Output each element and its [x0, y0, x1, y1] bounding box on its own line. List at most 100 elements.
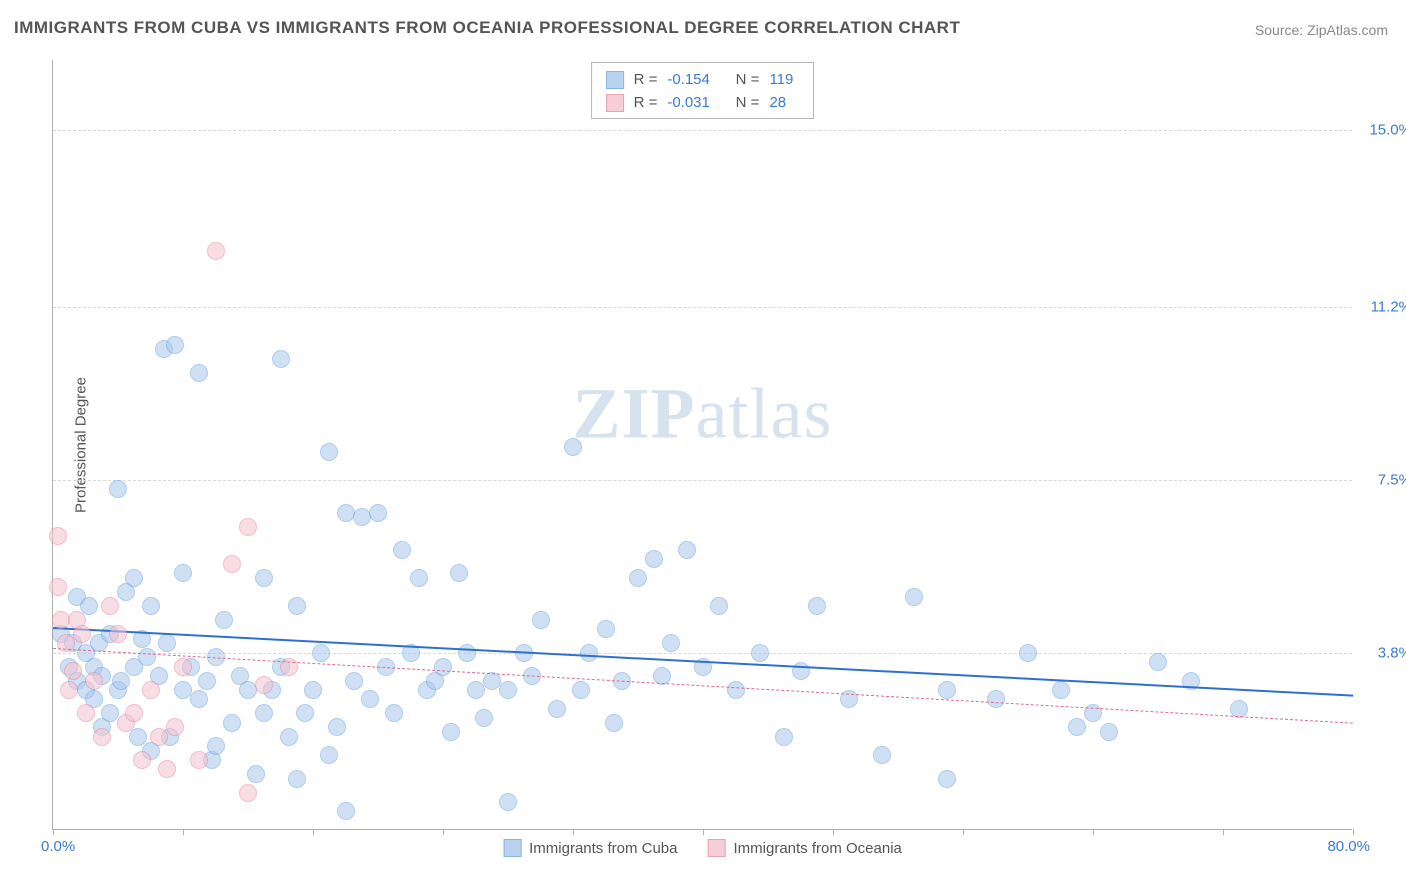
bottom-legend: Immigrants from CubaImmigrants from Ocea…: [503, 839, 902, 857]
data-point-cuba: [467, 681, 485, 699]
data-point-cuba: [597, 620, 615, 638]
data-point-cuba: [272, 350, 290, 368]
data-point-oceania: [101, 597, 119, 615]
y-tick-label: 11.2%: [1357, 299, 1406, 316]
data-point-cuba: [564, 438, 582, 456]
y-axis-title: Professional Degree: [72, 377, 89, 513]
data-point-oceania: [133, 751, 151, 769]
data-point-cuba: [434, 658, 452, 676]
data-point-cuba: [174, 564, 192, 582]
data-point-oceania: [255, 676, 273, 694]
r-value: -0.031: [667, 92, 717, 115]
n-value: 28: [769, 92, 799, 115]
data-point-cuba: [645, 550, 663, 568]
data-point-cuba: [328, 718, 346, 736]
data-point-cuba: [190, 690, 208, 708]
data-point-cuba: [288, 597, 306, 615]
data-point-oceania: [223, 555, 241, 573]
legend-label: Immigrants from Cuba: [529, 840, 677, 857]
data-point-cuba: [442, 723, 460, 741]
data-point-oceania: [49, 578, 67, 596]
data-point-cuba: [532, 611, 550, 629]
x-tick: [443, 829, 444, 835]
data-point-cuba: [255, 704, 273, 722]
data-point-cuba: [223, 714, 241, 732]
data-point-cuba: [905, 588, 923, 606]
data-point-cuba: [1068, 718, 1086, 736]
data-point-cuba: [215, 611, 233, 629]
data-point-cuba: [337, 802, 355, 820]
data-point-cuba: [393, 541, 411, 559]
gridline: [53, 480, 1352, 481]
x-tick: [1223, 829, 1224, 835]
data-point-cuba: [369, 504, 387, 522]
data-point-oceania: [239, 518, 257, 536]
data-point-cuba: [475, 709, 493, 727]
data-point-cuba: [1052, 681, 1070, 699]
data-point-cuba: [207, 737, 225, 755]
stats-legend-box: R =-0.154 N =119R =-0.031 N =28: [591, 62, 815, 119]
data-point-cuba: [572, 681, 590, 699]
data-point-oceania: [64, 662, 82, 680]
y-tick-label: 7.5%: [1357, 472, 1406, 489]
data-point-cuba: [112, 672, 130, 690]
data-point-oceania: [125, 704, 143, 722]
data-point-cuba: [337, 504, 355, 522]
legend-swatch-oceania: [707, 839, 725, 857]
x-tick: [833, 829, 834, 835]
data-point-cuba: [174, 681, 192, 699]
legend-item-cuba: Immigrants from Cuba: [503, 839, 677, 857]
watermark-zip: ZIP: [573, 373, 696, 453]
data-point-cuba: [247, 765, 265, 783]
data-point-cuba: [312, 644, 330, 662]
data-point-oceania: [49, 527, 67, 545]
data-point-cuba: [109, 480, 127, 498]
data-point-cuba: [1019, 644, 1037, 662]
data-point-oceania: [150, 728, 168, 746]
data-point-cuba: [125, 569, 143, 587]
x-tick: [1093, 829, 1094, 835]
n-label: N =: [727, 92, 759, 115]
data-point-oceania: [166, 718, 184, 736]
data-point-cuba: [345, 672, 363, 690]
swatch-oceania: [606, 94, 624, 112]
data-point-cuba: [1100, 723, 1118, 741]
data-point-cuba: [166, 336, 184, 354]
r-label: R =: [634, 92, 658, 115]
source-attribution: Source: ZipAtlas.com: [1255, 22, 1388, 38]
data-point-cuba: [499, 681, 517, 699]
data-point-cuba: [873, 746, 891, 764]
stats-row-oceania: R = -0.031 N = 28: [606, 92, 800, 115]
data-point-cuba: [938, 681, 956, 699]
data-point-oceania: [190, 751, 208, 769]
data-point-cuba: [361, 690, 379, 708]
data-point-cuba: [938, 770, 956, 788]
data-point-oceania: [77, 704, 95, 722]
data-point-cuba: [385, 704, 403, 722]
data-point-cuba: [158, 634, 176, 652]
data-point-oceania: [93, 728, 111, 746]
data-point-cuba: [458, 644, 476, 662]
data-point-oceania: [142, 681, 160, 699]
gridline: [53, 130, 1352, 131]
chart-title: IMMIGRANTS FROM CUBA VS IMMIGRANTS FROM …: [14, 18, 960, 38]
x-tick: [313, 829, 314, 835]
data-point-cuba: [1149, 653, 1167, 671]
watermark-atlas: atlas: [696, 373, 833, 453]
x-tick: [1353, 829, 1354, 835]
x-tick: [963, 829, 964, 835]
data-point-cuba: [775, 728, 793, 746]
x-tick: [53, 829, 54, 835]
data-point-cuba: [296, 704, 314, 722]
data-point-cuba: [987, 690, 1005, 708]
data-point-cuba: [710, 597, 728, 615]
data-point-oceania: [60, 681, 78, 699]
r-value: -0.154: [667, 69, 717, 92]
data-point-cuba: [499, 793, 517, 811]
data-point-cuba: [320, 746, 338, 764]
source-link[interactable]: ZipAtlas.com: [1307, 22, 1388, 38]
x-tick: [573, 829, 574, 835]
plot-area: ZIPatlas Professional Degree 0.0% 80.0% …: [52, 60, 1352, 830]
data-point-cuba: [605, 714, 623, 732]
data-point-cuba: [808, 597, 826, 615]
